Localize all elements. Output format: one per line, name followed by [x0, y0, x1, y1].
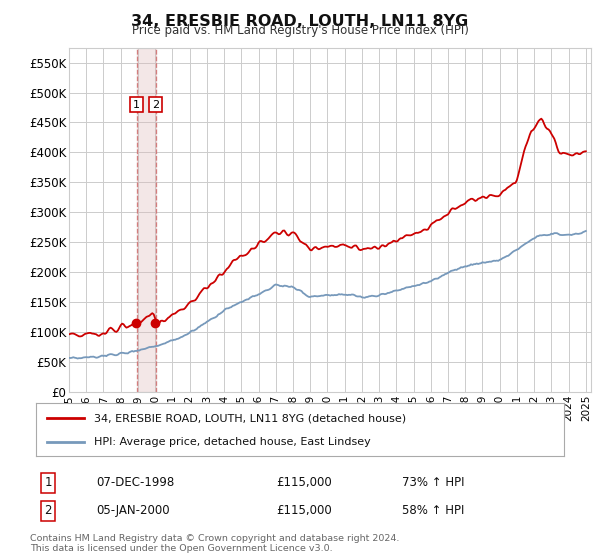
Text: Contains HM Land Registry data © Crown copyright and database right 2024.
This d: Contains HM Land Registry data © Crown c… — [30, 534, 400, 553]
Text: HPI: Average price, detached house, East Lindsey: HPI: Average price, detached house, East… — [94, 436, 371, 446]
Text: 1: 1 — [133, 100, 140, 110]
Text: 34, ERESBIE ROAD, LOUTH, LN11 8YG: 34, ERESBIE ROAD, LOUTH, LN11 8YG — [131, 14, 469, 29]
Text: Price paid vs. HM Land Registry's House Price Index (HPI): Price paid vs. HM Land Registry's House … — [131, 24, 469, 37]
Text: 2: 2 — [152, 100, 160, 110]
Text: 58% ↑ HPI: 58% ↑ HPI — [402, 504, 464, 517]
Bar — [137, 48, 156, 392]
Text: 07-DEC-1998: 07-DEC-1998 — [96, 476, 174, 489]
Text: 34, ERESBIE ROAD, LOUTH, LN11 8YG (detached house): 34, ERESBIE ROAD, LOUTH, LN11 8YG (detac… — [94, 413, 406, 423]
Text: 1: 1 — [44, 476, 52, 489]
Text: £115,000: £115,000 — [276, 476, 332, 489]
Text: 05-JAN-2000: 05-JAN-2000 — [96, 504, 170, 517]
Text: £115,000: £115,000 — [276, 504, 332, 517]
Text: 2: 2 — [44, 504, 52, 517]
Text: 73% ↑ HPI: 73% ↑ HPI — [402, 476, 464, 489]
